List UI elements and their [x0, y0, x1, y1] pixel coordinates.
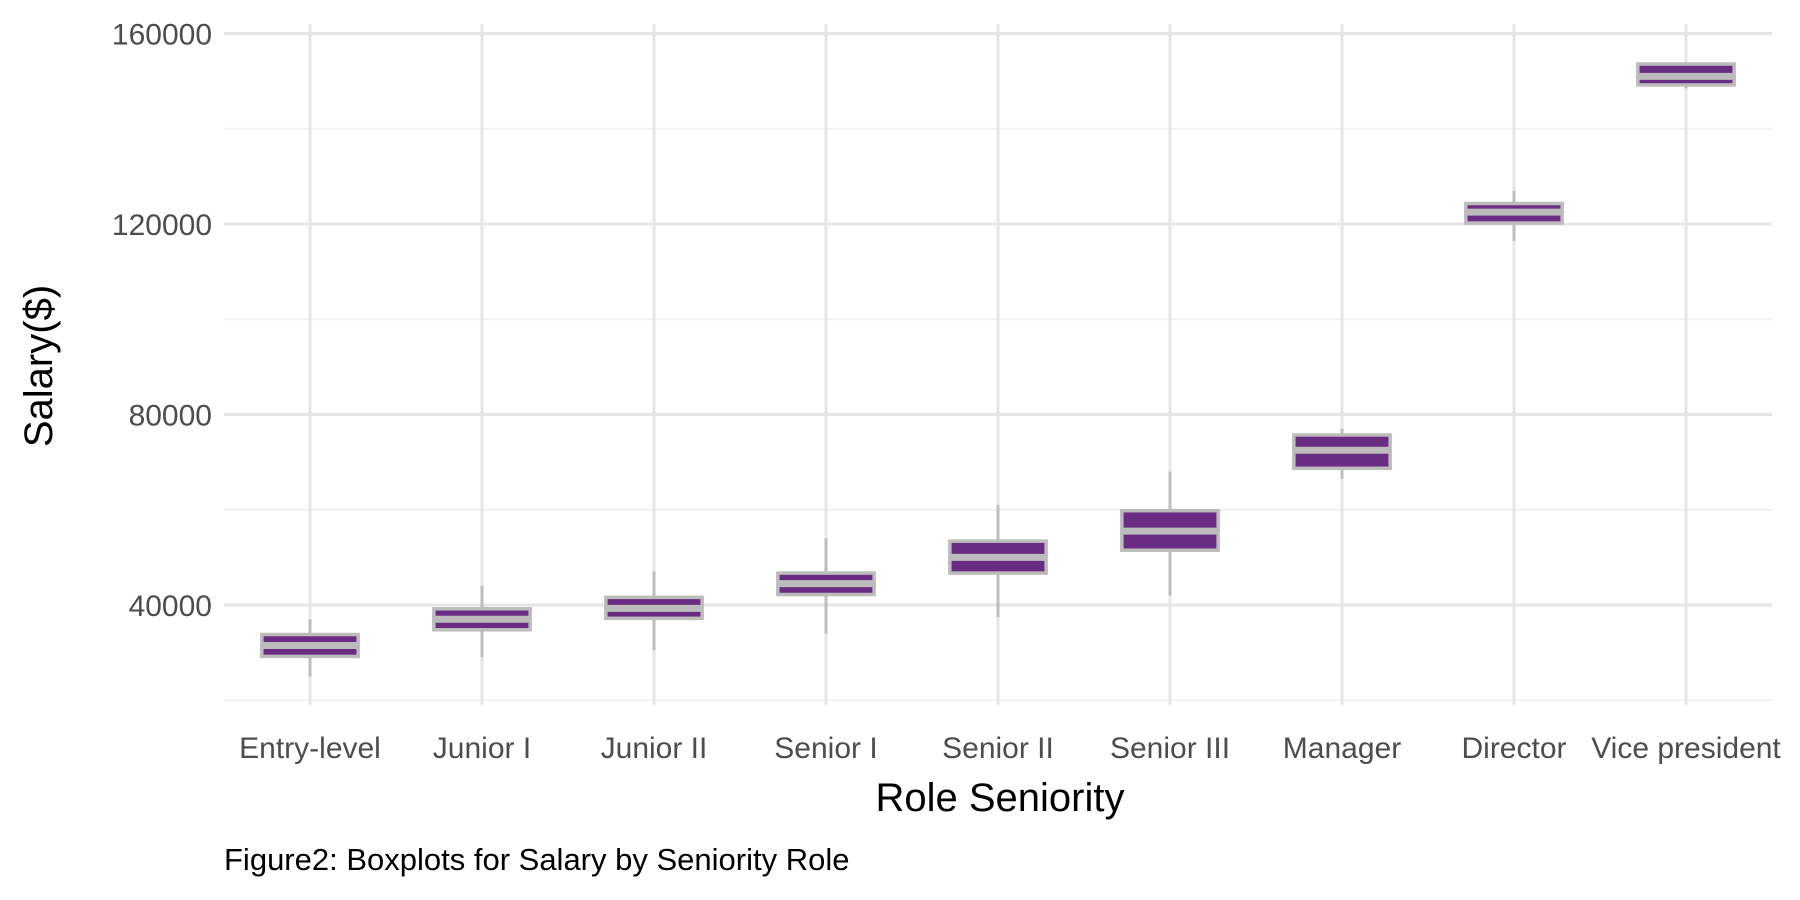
boxplot-junior-i [432, 585, 532, 658]
boxplot-entry-level [260, 619, 360, 677]
boxplot-manager [1292, 428, 1392, 479]
y-axis-ticks: 40000 80000 120000 160000 [112, 19, 212, 623]
x-tick-label: Junior I [433, 732, 531, 765]
figure-caption: Figure2: Boxplots for Salary by Seniorit… [224, 842, 849, 877]
y-axis-title: Salary($) [17, 285, 61, 447]
y-tick-label: 40000 [129, 590, 212, 623]
boxplot-series [260, 62, 1736, 677]
x-tick-label: Senior I [774, 732, 877, 765]
y-tick-label: 120000 [112, 209, 212, 242]
boxplot-vice-president [1636, 62, 1736, 89]
x-tick-label: Director [1461, 732, 1566, 765]
x-axis-title: Role Seniority [875, 776, 1124, 820]
boxplot-senior-ii [948, 504, 1048, 617]
boxplot-director [1464, 190, 1564, 241]
x-tick-label: Senior III [1110, 732, 1230, 765]
x-tick-label: Manager [1283, 732, 1401, 765]
x-axis-ticks: Entry-level Junior I Junior II Senior I Seni… [239, 732, 1781, 765]
x-tick-label: Vice president [1591, 732, 1781, 765]
boxplot-senior-iii [1120, 471, 1220, 596]
x-tick-label: Junior II [601, 732, 708, 765]
y-tick-label: 80000 [129, 400, 212, 433]
x-tick-label: Entry-level [239, 732, 381, 765]
boxplot-senior-i [776, 538, 876, 634]
boxplot-junior-ii [604, 571, 704, 651]
x-tick-label: Senior II [942, 732, 1054, 765]
y-tick-label: 160000 [112, 19, 212, 52]
